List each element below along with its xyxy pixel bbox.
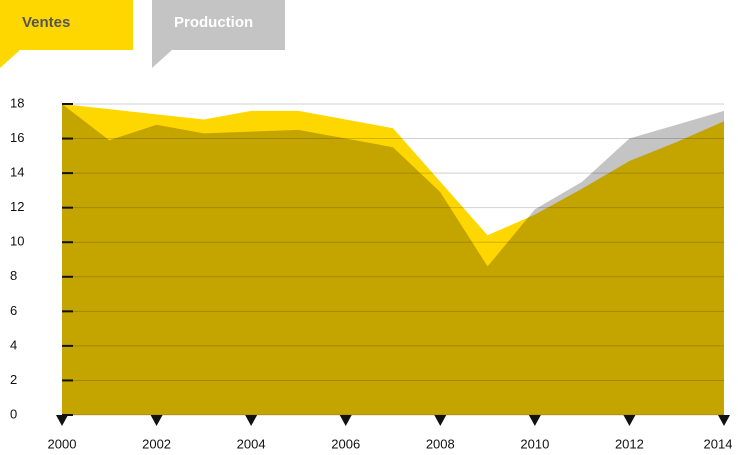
x-tick-mark [434, 415, 447, 426]
x-tick-mark [718, 415, 730, 426]
y-tick-label: 0 [10, 406, 17, 421]
x-tick-mark [339, 415, 352, 426]
x-tick-label: 2008 [426, 436, 455, 451]
y-tick-label: 12 [10, 199, 24, 214]
area [62, 104, 724, 415]
x-tick-mark [623, 415, 636, 426]
tab-notch[interactable] [0, 50, 20, 68]
legend-label[interactable]: Production [174, 14, 253, 31]
x-tick-label: 2006 [331, 436, 360, 451]
y-tick-label: 8 [10, 268, 17, 283]
y-tick-label: 16 [10, 130, 24, 145]
x-tick-mark [150, 415, 163, 426]
y-tick-label: 6 [10, 303, 17, 318]
x-tick-label: 2012 [615, 436, 644, 451]
y-tick-label: 14 [10, 165, 24, 180]
tab-background[interactable] [152, 0, 285, 50]
x-tick-label: 2000 [48, 436, 77, 451]
legend-tab[interactable]: Production [152, 0, 285, 68]
x-tick-label: 2010 [520, 436, 549, 451]
legend-tab[interactable]: Ventes [0, 0, 133, 68]
x-tick-label: 2002 [142, 436, 171, 451]
x-tick-mark [245, 415, 258, 426]
y-tick-label: 10 [10, 234, 24, 249]
y-tick-label: 4 [10, 337, 17, 352]
x-tick-mark [528, 415, 541, 426]
x-tick-label: 2014 [704, 436, 733, 451]
x-tick-label: 2004 [237, 436, 266, 451]
x-tick-mark [56, 415, 68, 426]
y-tick-label: 18 [10, 95, 24, 110]
y-tick-label: 2 [10, 372, 17, 387]
tab-notch[interactable] [152, 50, 172, 68]
legend-label[interactable]: Ventes [22, 14, 70, 31]
tab-background[interactable] [0, 0, 133, 50]
